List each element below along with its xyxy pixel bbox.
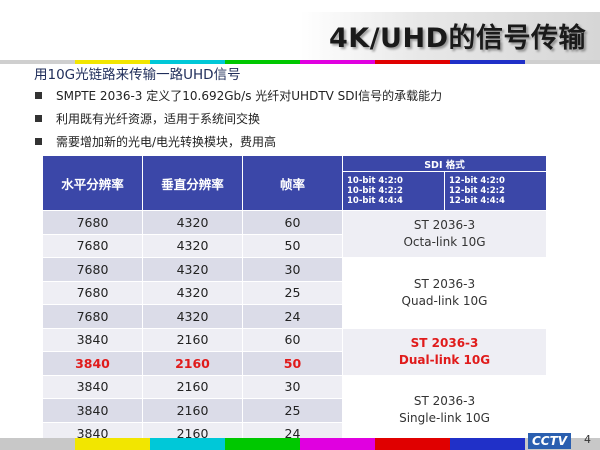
format-dual-link: ST 2036-3 Dual-link 10G: [341, 327, 548, 376]
table-row: 7680 4320 60 ST 2036-3 Octa-link 10G: [42, 210, 548, 258]
format-link: Single-link 10G: [399, 411, 490, 426]
title-shade: [300, 12, 600, 60]
cell-fps: 25: [242, 398, 343, 423]
format-standard: ST 2036-3: [413, 394, 476, 409]
cell-h-res: 3840: [42, 374, 143, 399]
cell-h-res: 7680: [42, 280, 143, 305]
cell-v-res: 2160: [142, 351, 243, 376]
cell-fps: 24: [242, 304, 343, 329]
uhd-format-table: 水平分辨率 垂直分辨率 帧率 SDI 格式 10-bit 4:2:0 10-bi…: [42, 155, 548, 446]
header-v-res: 垂直分辨率: [142, 155, 243, 211]
cell-v-res: 4320: [142, 233, 243, 258]
sdi-12bit-444: 12-bit 4:4:4: [449, 196, 505, 206]
sdi-12bit-422: 12-bit 4:2:2: [449, 186, 505, 196]
cell-fps: 60: [242, 327, 343, 352]
sdi-10bit-444: 10-bit 4:4:4: [347, 196, 403, 206]
cell-h-res: 3840: [42, 327, 143, 352]
format-single-link: ST 2036-3 Single-link 10G: [341, 374, 548, 446]
cell-fps: 30: [242, 257, 343, 282]
table-row: 7680 4320 50: [42, 233, 547, 258]
cell-h-res: 3840: [42, 351, 143, 376]
title-bar: 4K/UHD的信号传输: [300, 12, 600, 60]
cell-h-res: 7680: [42, 257, 143, 282]
format-link: Octa-link 10G: [403, 235, 486, 249]
page-number: 4: [584, 433, 591, 446]
cell-v-res: 4320: [142, 304, 243, 329]
cell-h-res: 7680: [42, 210, 143, 235]
header-sdi-10bit: 10-bit 4:2:0 10-bit 4:2:2 10-bit 4:4:4: [342, 171, 445, 211]
slide-title: 4K/UHD的信号传输: [328, 23, 586, 54]
bullet-item: SMPTE 2036-3 定义了10.692Gb/s 光纤对UHDTV SDI信…: [34, 88, 442, 111]
format-octa-link: ST 2036-3 Octa-link 10G: [341, 210, 548, 258]
header-h-res: 水平分辨率: [42, 155, 143, 211]
table-row: 3840 2160 25: [42, 398, 547, 423]
bullet-item: 利用既有光纤资源，适用于系统间交换: [34, 111, 442, 134]
cell-fps: 50: [242, 351, 343, 376]
slide-subtitle: 用10G光链路来传输一路UHD信号: [34, 67, 241, 83]
cell-v-res: 2160: [142, 374, 243, 399]
format-link: Quad-link 10G: [401, 293, 488, 308]
cctv-logo: CCTV: [528, 433, 572, 449]
cell-fps: 30: [242, 374, 343, 399]
sdi-12bit-420: 12-bit 4:2:0: [449, 176, 505, 186]
table-row: 7680 4320 24: [42, 304, 547, 329]
cell-v-res: 4320: [142, 257, 243, 282]
table-row: 7680 4320 25: [42, 280, 547, 305]
cell-v-res: 2160: [142, 327, 243, 352]
table-row: 7680 4320 30 ST 2036-3 Quad-link 10G: [42, 257, 548, 329]
cell-v-res: 4320: [142, 280, 243, 305]
table-row: 3840 2160 30 ST 2036-3 Single-link 10G: [42, 374, 548, 446]
table-row: 3840 2160 60 ST 2036-3 Dual-link 10G: [42, 327, 548, 376]
cell-v-res: 4320: [142, 210, 243, 235]
header-sdi-format: SDI 格式: [341, 155, 548, 172]
footer-color-bars: [0, 438, 600, 450]
format-standard: ST 2036-3: [410, 335, 479, 350]
cell-h-res: 7680: [42, 304, 143, 329]
format-standard: ST 2036-3: [413, 276, 476, 291]
cell-h-res: 3840: [42, 398, 143, 423]
bullet-list: SMPTE 2036-3 定义了10.692Gb/s 光纤对UHDTV SDI信…: [34, 88, 442, 157]
sdi-10bit-420: 10-bit 4:2:0: [347, 176, 403, 186]
table-row-highlighted: 3840 2160 50: [42, 351, 547, 376]
bullet-item: 需要增加新的光电/电光转换模块，费用高: [34, 134, 442, 157]
format-standard: ST 2036-3: [413, 218, 476, 232]
format-quad-link: ST 2036-3 Quad-link 10G: [341, 257, 548, 329]
sdi-10bit-422: 10-bit 4:2:2: [347, 186, 403, 196]
header-sdi-12bit: 12-bit 4:2:0 12-bit 4:2:2 12-bit 4:4:4: [443, 171, 548, 211]
cell-fps: 25: [242, 280, 343, 305]
cell-fps: 60: [242, 210, 343, 235]
top-color-stripe: [0, 60, 600, 64]
format-link: Dual-link 10G: [398, 352, 491, 367]
cell-v-res: 2160: [142, 398, 243, 423]
cell-h-res: 7680: [42, 233, 143, 258]
cell-fps: 50: [242, 233, 343, 258]
header-fps: 帧率: [242, 155, 343, 211]
